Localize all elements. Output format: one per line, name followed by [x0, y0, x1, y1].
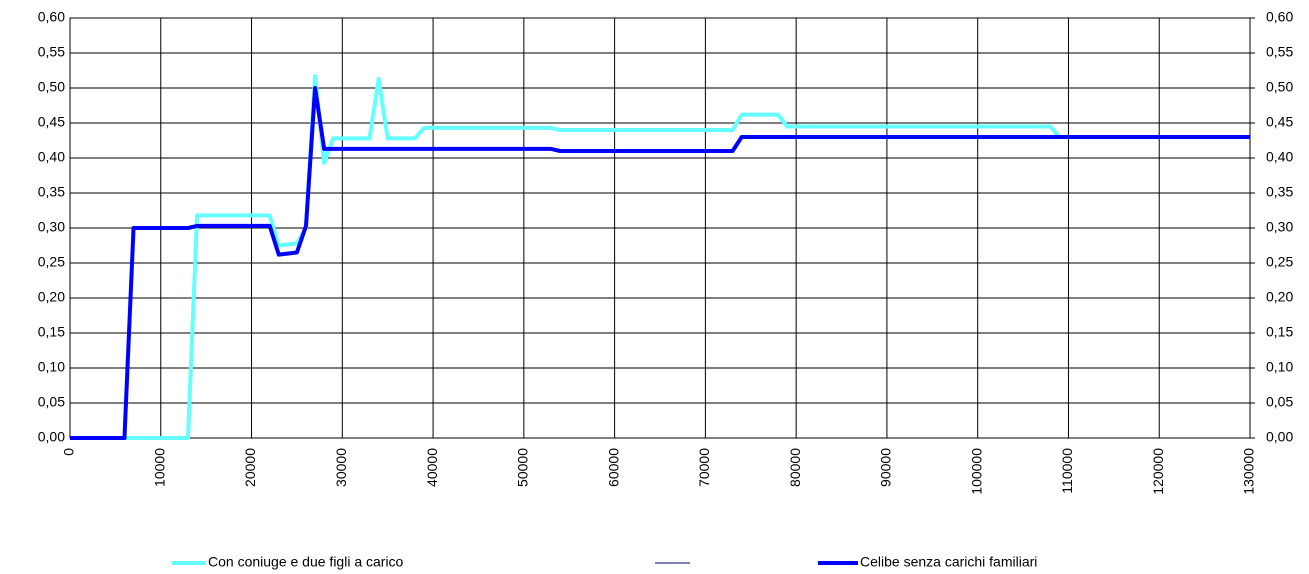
y2-tick-label: 0,50: [1266, 79, 1293, 95]
x-tick-label: 50000: [515, 448, 531, 487]
y-tick-label: 0,00: [38, 429, 65, 445]
x-tick-label: 0: [61, 448, 77, 456]
y-tick-label: 0,40: [38, 149, 65, 165]
x-tick-label: 100000: [968, 448, 984, 495]
y2-tick-label: 0,25: [1266, 254, 1293, 270]
y-tick-label: 0,20: [38, 289, 65, 305]
x-tick-label: 60000: [605, 448, 621, 487]
x-tick-label: 30000: [333, 448, 349, 487]
y2-tick-label: 0,55: [1266, 44, 1293, 60]
y-tick-label: 0,35: [38, 184, 65, 200]
series-line: [70, 74, 1250, 440]
x-tick-label: 130000: [1241, 448, 1257, 495]
y-tick-label: 0,55: [38, 44, 65, 60]
y2-tick-label: 0,40: [1266, 149, 1293, 165]
y-tick-label: 0,30: [38, 219, 65, 235]
x-tick-label: 40000: [424, 448, 440, 487]
y2-tick-label: 0,30: [1266, 219, 1293, 235]
y-tick-label: 0,60: [38, 9, 65, 25]
x-tick-label: 110000: [1059, 448, 1075, 494]
y2-tick-label: 0,35: [1266, 184, 1293, 200]
y2-tick-label: 0,60: [1266, 9, 1293, 25]
y-tick-label: 0,45: [38, 114, 65, 130]
y2-tick-label: 0,20: [1266, 289, 1293, 305]
y-tick-label: 0,50: [38, 79, 65, 95]
y2-tick-label: 0,00: [1266, 429, 1293, 445]
series-line: [70, 86, 1250, 440]
x-tick-label: 10000: [151, 448, 167, 487]
legend-label: Celibe senza carichi familiari: [860, 554, 1037, 570]
y-tick-label: 0,15: [38, 324, 65, 340]
y2-tick-label: 0,10: [1266, 359, 1293, 375]
x-tick-label: 90000: [878, 448, 894, 487]
legend-label: Con coniuge e due figli a carico: [208, 554, 404, 570]
x-tick-label: 70000: [696, 448, 712, 487]
y2-tick-label: 0,45: [1266, 114, 1293, 130]
y-tick-label: 0,05: [38, 394, 65, 410]
x-tick-label: 20000: [242, 448, 258, 487]
y-tick-label: 0,10: [38, 359, 65, 375]
y-tick-label: 0,25: [38, 254, 65, 270]
y2-tick-label: 0,15: [1266, 324, 1293, 340]
x-tick-label: 120000: [1150, 448, 1166, 495]
y2-tick-label: 0,05: [1266, 394, 1293, 410]
x-tick-label: 80000: [787, 448, 803, 487]
